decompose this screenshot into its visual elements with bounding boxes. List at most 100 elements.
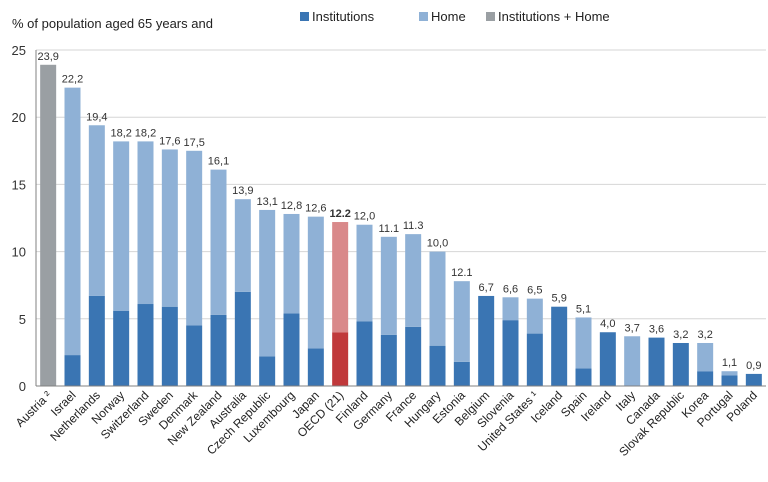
bar-home-22 bbox=[575, 317, 592, 369]
bar-institutions-17 bbox=[453, 361, 470, 386]
bar-institutions-6 bbox=[186, 325, 203, 386]
value-label: 12,6 bbox=[305, 203, 326, 215]
value-label: 12,8 bbox=[281, 200, 302, 212]
value-label: 12,0 bbox=[354, 211, 375, 223]
value-label: 6,5 bbox=[527, 285, 542, 297]
bar-home-5 bbox=[161, 149, 178, 307]
value-label: 13,1 bbox=[256, 196, 277, 208]
bar-institutions-23 bbox=[599, 332, 616, 386]
value-label: 10,0 bbox=[427, 238, 448, 250]
value-label: 1,1 bbox=[722, 357, 737, 369]
bar-institutions-5 bbox=[161, 306, 178, 386]
legend-label-2: Institutions + Home bbox=[498, 9, 610, 24]
bar-institutions-22 bbox=[575, 368, 592, 386]
value-label: 12.2 bbox=[329, 208, 350, 220]
bar-institutions-13 bbox=[356, 321, 373, 386]
bar-home-7 bbox=[210, 169, 227, 315]
value-label: 17,5 bbox=[183, 137, 204, 149]
value-label: 11.3 bbox=[403, 220, 424, 232]
value-label: 16,1 bbox=[208, 156, 229, 168]
value-label: 0,9 bbox=[746, 360, 761, 372]
bar-home-20 bbox=[526, 298, 543, 334]
bar-institutions-27 bbox=[697, 371, 714, 386]
bar-home-15 bbox=[405, 234, 422, 327]
bar-institutions-2 bbox=[88, 295, 105, 386]
bar-home-13 bbox=[356, 224, 373, 322]
value-label: 13,9 bbox=[232, 185, 253, 197]
legend-label-0: Institutions bbox=[312, 9, 375, 24]
value-label: 3,2 bbox=[673, 329, 688, 341]
bar-home-16 bbox=[429, 251, 446, 346]
legend-swatch-1 bbox=[419, 12, 428, 21]
bar-home-9 bbox=[259, 209, 276, 357]
bar-institutions-12 bbox=[332, 332, 349, 386]
bar-institutions-9 bbox=[259, 356, 276, 386]
legend-label-1: Home bbox=[431, 9, 466, 24]
value-label: 3,7 bbox=[625, 322, 640, 334]
bar-home-28 bbox=[721, 371, 738, 376]
y-axis-ticks: 0 5 10 15 20 25 bbox=[12, 43, 26, 394]
value-label: 5,1 bbox=[576, 303, 591, 315]
legend: Institutions Home Institutions + Home bbox=[300, 9, 610, 24]
y-tick-label: 25 bbox=[12, 43, 26, 58]
bar-institutions-7 bbox=[210, 314, 227, 386]
bar-home-4 bbox=[137, 141, 154, 305]
legend-swatch-2 bbox=[486, 12, 495, 21]
bar-institutions-19 bbox=[502, 320, 519, 386]
bar-institutions-8 bbox=[234, 291, 251, 386]
value-label: 6,7 bbox=[479, 282, 494, 294]
value-label: 11.1 bbox=[379, 223, 400, 235]
value-label: 3,6 bbox=[649, 324, 664, 336]
bar-home-19 bbox=[502, 297, 519, 321]
bar-institutions-16 bbox=[429, 345, 446, 386]
bar-institutions-25 bbox=[648, 337, 665, 386]
value-label: 23,9 bbox=[37, 51, 58, 63]
bar-home-17 bbox=[453, 281, 470, 362]
bar-home-3 bbox=[113, 141, 130, 311]
bars bbox=[40, 64, 762, 386]
value-label: 18,2 bbox=[135, 127, 156, 139]
bar-institutions-4 bbox=[137, 304, 154, 386]
value-label: 12.1 bbox=[451, 267, 472, 279]
bar-institutions-18 bbox=[478, 295, 495, 386]
bar-home-27 bbox=[697, 342, 714, 372]
bar-institutions-29 bbox=[745, 373, 762, 386]
bar-institutions-1 bbox=[64, 355, 81, 386]
legend-swatch-0 bbox=[300, 12, 309, 21]
bar-institutions-3 bbox=[113, 310, 130, 386]
y-axis-label: % of population aged 65 years and bbox=[12, 16, 213, 31]
bar-institutions-20 bbox=[526, 333, 543, 386]
bar-home-6 bbox=[186, 150, 203, 326]
y-tick-label: 10 bbox=[12, 245, 26, 260]
y-tick-label: 0 bbox=[19, 379, 26, 394]
bar-institutions-10 bbox=[283, 313, 300, 386]
bar-institutions-14 bbox=[380, 334, 397, 386]
y-tick-label: 20 bbox=[12, 110, 26, 125]
bar-institutions-15 bbox=[405, 326, 422, 386]
value-label: 19,4 bbox=[86, 111, 107, 123]
bar-home-10 bbox=[283, 213, 300, 314]
bar-home-2 bbox=[88, 125, 105, 296]
value-label: 22,2 bbox=[62, 74, 83, 86]
value-label: 5,9 bbox=[552, 293, 567, 305]
bar-institutions-21 bbox=[551, 306, 568, 386]
bar-home-24 bbox=[624, 336, 641, 386]
bar-home-1 bbox=[64, 87, 81, 356]
category-labels: Austria ²IsraelNetherlandsNorwaySwitzerl… bbox=[13, 388, 760, 459]
value-label: 4,0 bbox=[600, 318, 615, 330]
y-tick-label: 15 bbox=[12, 177, 26, 192]
value-label: 17,6 bbox=[159, 135, 180, 147]
bar-home-8 bbox=[234, 199, 251, 292]
bar-institutions-28 bbox=[721, 375, 738, 386]
bar-institutions-26 bbox=[672, 342, 689, 386]
value-label: 18,2 bbox=[110, 127, 131, 139]
bar-institutions-home-0 bbox=[40, 64, 57, 386]
value-labels: 23,922,219,418,2 18,217,6 17,516,113,913,1… bbox=[37, 51, 761, 372]
bar-home-14 bbox=[380, 236, 397, 335]
y-tick-label: 5 bbox=[19, 312, 26, 327]
value-label: 6,6 bbox=[503, 283, 518, 295]
bar-institutions-11 bbox=[307, 348, 324, 386]
value-label: 3,2 bbox=[698, 329, 713, 341]
bar-home-12 bbox=[332, 222, 349, 333]
